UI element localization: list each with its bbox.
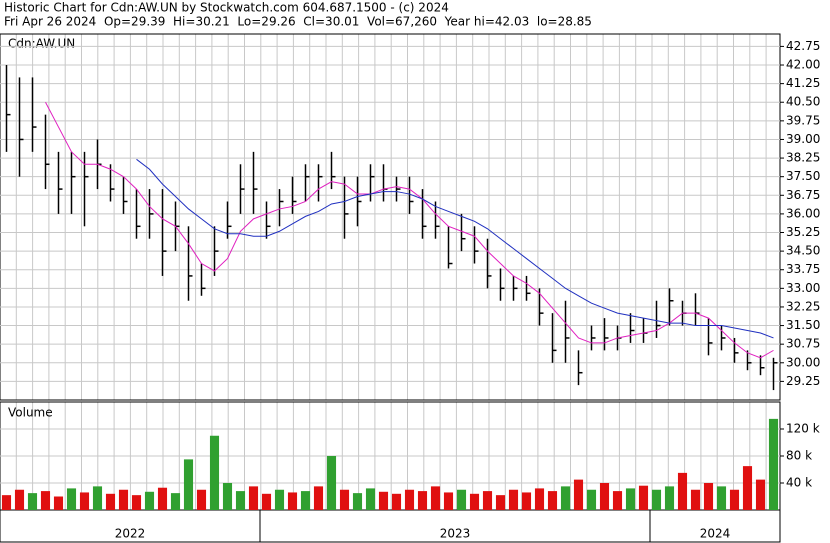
volume-bar xyxy=(703,483,714,510)
vertical-grid xyxy=(15,34,767,510)
volume-bar xyxy=(248,486,259,510)
volume-bar xyxy=(235,491,246,510)
volume-bar xyxy=(768,418,779,510)
y-tick-label: 80 k xyxy=(786,449,812,463)
y-tick-label: 39.00 xyxy=(786,132,820,146)
y-tick-label: 41.25 xyxy=(786,76,820,90)
x-tick-label: 2024 xyxy=(700,527,731,541)
volume-bar xyxy=(586,489,597,510)
volume-bar xyxy=(547,491,558,510)
volume-bar xyxy=(378,491,389,510)
volume-bar xyxy=(508,489,519,510)
volume-bar xyxy=(599,483,610,510)
y-tick-label: 33.00 xyxy=(786,281,820,295)
volume-bar xyxy=(573,479,584,510)
y-tick-label: 42.75 xyxy=(786,39,820,53)
volume-bar xyxy=(495,495,506,510)
y-tick-label: 29.25 xyxy=(786,374,820,388)
volume-bar xyxy=(612,491,623,510)
volume-label: Volume xyxy=(8,406,53,420)
volume-bar xyxy=(313,486,324,510)
volume-bar xyxy=(157,487,168,510)
volume-bar xyxy=(300,491,311,510)
y-tick-label: 32.25 xyxy=(786,299,820,313)
volume-bar xyxy=(339,489,350,510)
y-tick-label: 40.50 xyxy=(786,95,820,109)
volume-bar xyxy=(742,466,753,510)
volume-bar xyxy=(287,492,298,510)
volume-bar xyxy=(560,486,571,510)
volume-bar xyxy=(352,493,363,510)
volume-bar xyxy=(482,491,493,510)
volume-bar xyxy=(1,495,12,510)
volume-bar xyxy=(144,491,155,510)
date-axis xyxy=(0,509,781,543)
volume-bar xyxy=(443,492,454,510)
y-tick-label: 120 k xyxy=(786,422,820,436)
y-tick-label: 30.00 xyxy=(786,355,820,369)
volume-bar xyxy=(534,488,545,510)
volume-bar xyxy=(131,495,142,510)
y-tick-label: 31.50 xyxy=(786,318,820,332)
volume-bar xyxy=(690,489,701,510)
x-tick-label: 2022 xyxy=(115,527,146,541)
volume-bar xyxy=(417,491,428,510)
volume-bar xyxy=(209,435,220,510)
y-tick-label: 30.75 xyxy=(786,337,820,351)
volume-bar xyxy=(755,479,766,510)
volume-bar xyxy=(118,489,129,510)
volume-bar xyxy=(183,459,194,510)
price-label: Cdn:AW.UN xyxy=(8,37,75,51)
y-tick-label: 42.00 xyxy=(786,58,820,72)
volume-bar xyxy=(651,489,662,510)
y-tick-label: 34.50 xyxy=(786,244,820,258)
volume-bar xyxy=(40,491,51,510)
volume-bar xyxy=(326,456,337,510)
y-tick-label: 36.00 xyxy=(786,206,820,220)
volume-bar xyxy=(469,493,480,510)
volume-bar xyxy=(638,485,649,510)
volume-bar xyxy=(521,492,532,510)
y-tick-label: 39.75 xyxy=(786,113,820,127)
volume-bar xyxy=(105,493,116,510)
volume-bar xyxy=(456,489,467,510)
volume-bar xyxy=(625,488,636,510)
volume-bar xyxy=(404,489,415,510)
volume-bar xyxy=(92,486,103,510)
volume-bar xyxy=(391,493,402,510)
volume-bar xyxy=(66,488,77,510)
volume-bar xyxy=(430,486,441,510)
volume-bar xyxy=(170,493,181,510)
moving-average xyxy=(136,158,774,339)
volume-bar xyxy=(729,489,740,510)
volume-bar xyxy=(27,493,38,510)
chart-subtitle: Fri Apr 26 2024 Op=29.39 Hi=30.21 Lo=29.… xyxy=(4,15,592,29)
volume-bar xyxy=(53,496,64,510)
volume-bar xyxy=(274,489,285,510)
price-panel xyxy=(0,33,781,401)
y-tick-label: 37.50 xyxy=(786,169,820,183)
volume-bar xyxy=(14,489,25,510)
volume-bar xyxy=(716,486,727,510)
y-tick-label: 33.75 xyxy=(786,262,820,276)
volume-bar xyxy=(79,492,90,510)
volume-bar xyxy=(222,483,233,510)
moving-average xyxy=(45,102,774,359)
y-tick-label: 36.75 xyxy=(786,188,820,202)
y-tick-label: 40 k xyxy=(786,476,812,490)
volume-bar xyxy=(664,486,675,510)
volume-bar xyxy=(677,472,688,510)
y-tick-label: 35.25 xyxy=(786,225,820,239)
chart-title: Historic Chart for Cdn:AW.UN by Stockwat… xyxy=(4,1,449,15)
volume-bar xyxy=(261,493,272,510)
y-tick-label: 38.25 xyxy=(786,151,820,165)
volume-bar xyxy=(365,488,376,510)
x-tick-label: 2023 xyxy=(440,527,471,541)
volume-bar xyxy=(196,489,207,510)
